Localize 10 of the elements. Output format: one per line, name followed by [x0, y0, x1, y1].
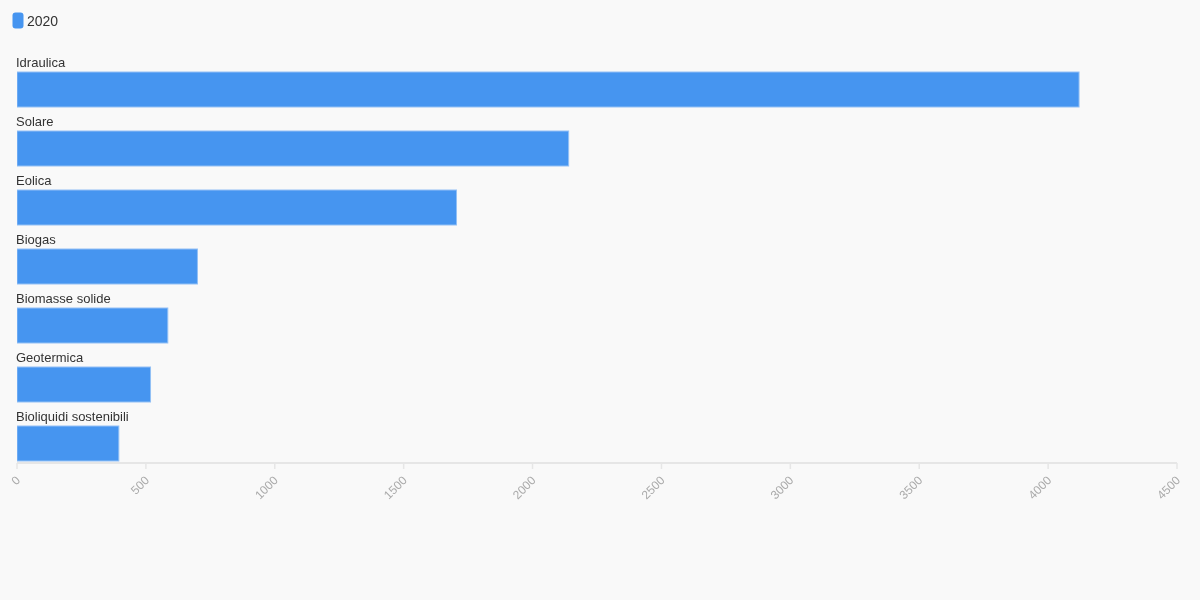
y-tick-label: Biomasse solide — [16, 291, 111, 306]
y-tick-label: Geotermica — [16, 350, 84, 365]
y-tick-label: Eolica — [16, 173, 53, 188]
legend-label: 2020 — [27, 12, 59, 29]
y-tick-label: Biogas — [16, 232, 57, 247]
x-tick-label: 500 — [127, 473, 153, 498]
y-tick-label: Solare — [16, 114, 54, 129]
y-tick-label: Bioliquidi sostenibili — [16, 409, 129, 424]
y-tick-label: Idraulica — [16, 55, 66, 70]
x-tick-label: 0 — [8, 473, 24, 488]
